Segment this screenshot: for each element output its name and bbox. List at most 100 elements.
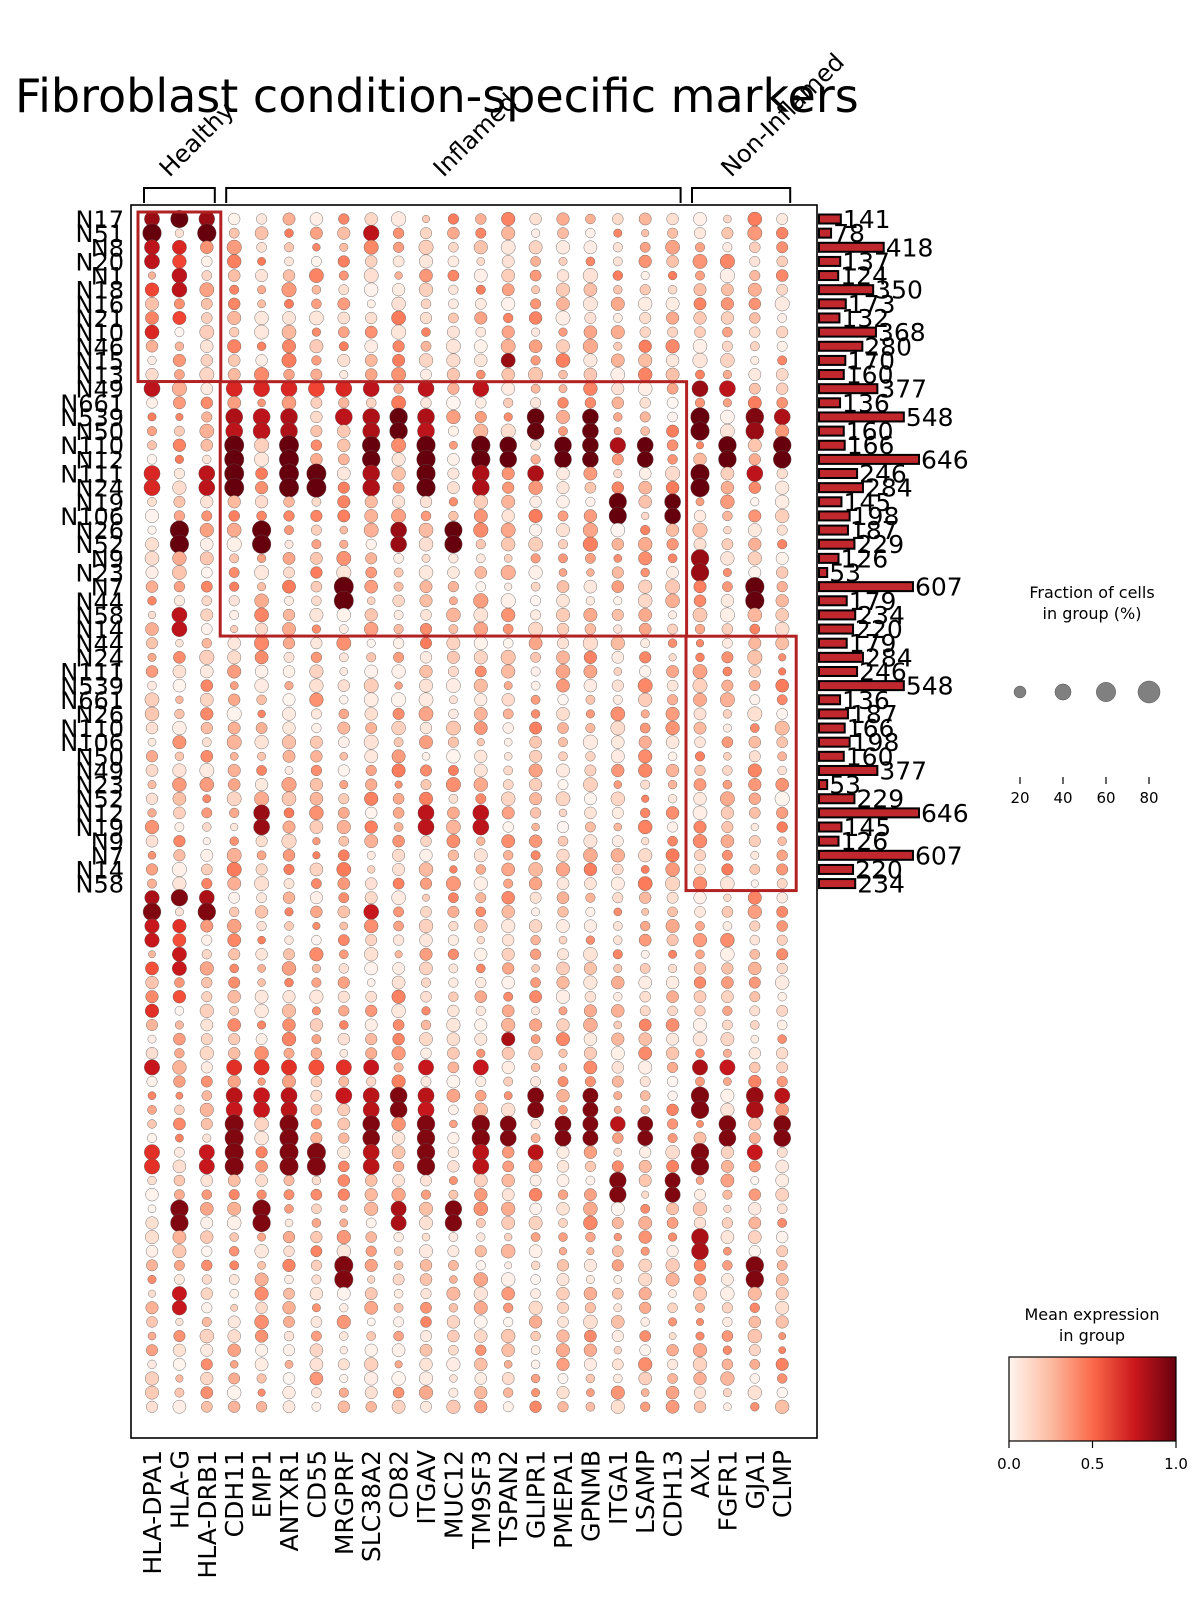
dot (228, 1372, 241, 1385)
dot (364, 339, 378, 353)
dot (695, 639, 705, 648)
dot (776, 892, 788, 904)
dot (364, 1287, 378, 1300)
dot (556, 622, 570, 636)
dot (310, 1075, 323, 1088)
dot (393, 581, 404, 592)
dot (475, 665, 487, 678)
dot (254, 1272, 269, 1287)
row-label: N58 (76, 602, 125, 630)
dot (311, 1175, 322, 1186)
dot (256, 694, 267, 705)
dot (365, 1231, 377, 1243)
dot (665, 862, 680, 877)
dot (312, 851, 321, 860)
dot (693, 1371, 707, 1386)
column-label: PMEPA1 (549, 1450, 578, 1549)
dot (393, 1246, 404, 1256)
dot (474, 311, 488, 325)
dot (227, 495, 241, 509)
dot (749, 270, 761, 282)
dot (229, 836, 239, 846)
dot (311, 285, 322, 295)
plot-frame (130, 204, 818, 1439)
dot (557, 948, 569, 961)
dot (476, 553, 486, 564)
dot (393, 1232, 404, 1243)
dot (446, 1315, 461, 1329)
dot (611, 1259, 624, 1272)
dot (529, 721, 542, 735)
dot (144, 324, 160, 340)
dot (199, 324, 215, 340)
dot (227, 396, 242, 410)
dot (145, 566, 159, 579)
dot (257, 1261, 266, 1270)
dot (474, 763, 488, 778)
dot (667, 326, 678, 338)
dot (169, 534, 189, 554)
dot (501, 1188, 515, 1202)
dot (282, 1372, 296, 1385)
dot (668, 794, 678, 804)
dot (393, 1160, 405, 1172)
dot (636, 451, 654, 468)
dot (612, 1358, 624, 1371)
dot (145, 721, 159, 735)
dot (693, 1018, 707, 1032)
dot (775, 551, 789, 565)
dot (392, 495, 406, 509)
dot (227, 254, 242, 269)
row-label: N12 (76, 446, 125, 474)
dot (147, 737, 157, 747)
dot (693, 721, 707, 735)
dot (200, 240, 214, 254)
dot (583, 848, 598, 863)
dot (474, 1372, 487, 1385)
dot (530, 454, 541, 465)
dot (226, 862, 242, 877)
count-bar (818, 326, 877, 338)
dot (690, 421, 710, 441)
dot (282, 1003, 296, 1018)
dot (503, 312, 514, 324)
row-label: N539 (60, 673, 124, 701)
dot (749, 1359, 761, 1370)
dot (311, 977, 322, 988)
dot (311, 1274, 322, 1285)
dot (364, 961, 378, 976)
dot (310, 651, 322, 663)
dot (722, 398, 732, 408)
dot (694, 849, 706, 862)
dot (284, 681, 294, 691)
dot (638, 735, 652, 749)
dot (693, 1216, 707, 1230)
dot (501, 1102, 516, 1117)
dot (503, 850, 514, 861)
dot (637, 876, 653, 891)
count-label: 280 (864, 332, 912, 361)
dot (667, 1005, 678, 1017)
dot (666, 439, 679, 451)
dot (339, 624, 349, 634)
dot (172, 254, 187, 269)
dot (446, 368, 460, 382)
dot (748, 835, 761, 848)
dot (418, 1385, 434, 1400)
dot (692, 876, 708, 891)
dot (420, 990, 432, 1003)
dot (723, 1204, 732, 1213)
dot (612, 213, 624, 225)
dot (692, 1059, 708, 1076)
dot (474, 1315, 488, 1329)
dot (530, 666, 541, 677)
dot (667, 821, 679, 833)
dot (582, 408, 599, 426)
dot (529, 891, 542, 904)
dot (720, 806, 734, 820)
dot (363, 678, 379, 693)
dot (337, 764, 350, 777)
dot (638, 763, 653, 778)
count-label: 220 (855, 855, 903, 884)
dot (420, 637, 432, 650)
